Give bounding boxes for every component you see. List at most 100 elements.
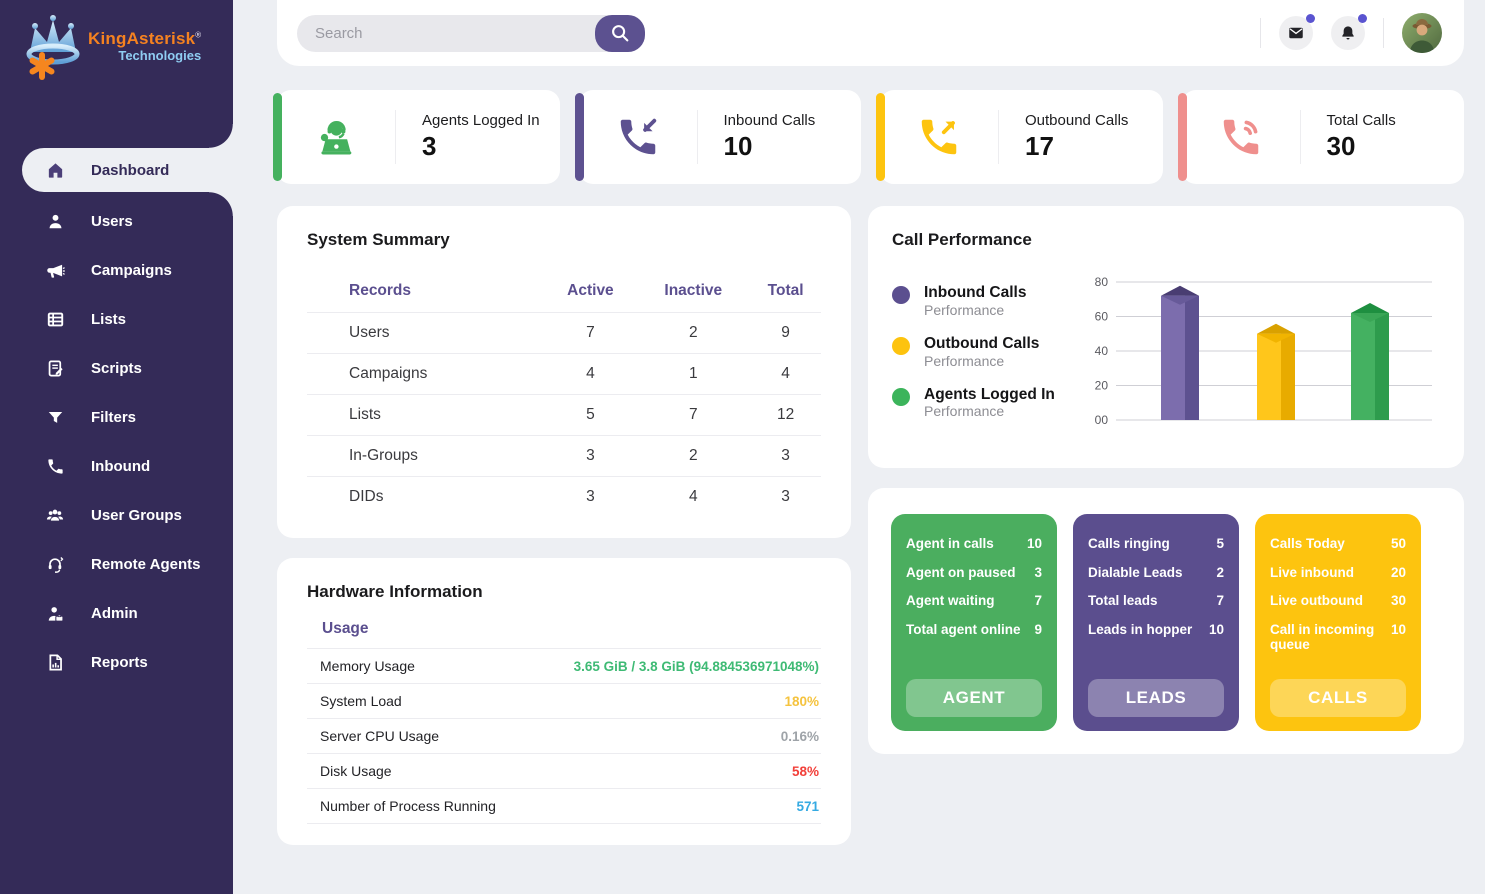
panel-row-value: 10 <box>1026 536 1042 551</box>
sidebar-item-user-groups[interactable]: User Groups <box>0 491 233 540</box>
system-summary-table: Records Active Inactive Total Users 7 2 9 Campa… <box>307 272 821 517</box>
search-icon <box>612 25 629 42</box>
people-icon <box>45 506 65 525</box>
dashboard-grid: System Summary Records Active Inactive Tota… <box>277 206 1464 845</box>
panel-row-label: Call in incoming queue <box>1270 621 1375 653</box>
sidebar-menu: Dashboard Users Campaigns Lists Scripts … <box>0 124 233 687</box>
record-value-cell: 9 <box>750 312 821 354</box>
divider <box>1299 110 1301 164</box>
sidebar-item-scripts[interactable]: Scripts <box>0 344 233 393</box>
sidebar-item-dashboard[interactable]: Dashboard <box>22 124 233 216</box>
chart-area: Inbound Calls Performance Outbound Calls… <box>892 270 1440 442</box>
hardware-label: Disk Usage <box>320 763 392 779</box>
phone-inbound-icon <box>579 114 697 160</box>
legend-item: Outbound Calls Performance <box>892 335 1080 369</box>
sidebar-item-label: Dashboard <box>91 161 170 179</box>
hardware-title: Hardware Information <box>307 582 483 601</box>
panel-row: Calls Today 50 <box>1270 536 1406 552</box>
hardware-row: System Load 180% <box>307 684 821 719</box>
stat-label: Agents Logged In <box>422 112 540 129</box>
leads-button[interactable]: LEADS <box>1088 679 1224 717</box>
panel-row-label: Live outbound <box>1270 593 1363 609</box>
sidebar-item-remote-agents[interactable]: Remote Agents <box>0 540 233 589</box>
script-icon <box>45 359 65 378</box>
stat-card-total-calls: Total Calls 30 <box>1177 90 1464 184</box>
record-name-cell: Users <box>307 312 545 354</box>
panel-row: Total agent online 9 <box>906 622 1042 638</box>
hardware-row: Server CPU Usage 0.16% <box>307 719 821 754</box>
user-icon <box>45 212 65 231</box>
panel-row-label: Dialable Leads <box>1088 564 1183 580</box>
main-content: Agents Logged In 3 Inbound Calls 10 Outb… <box>233 0 1485 894</box>
notification-dot <box>1306 14 1315 23</box>
stat-cards-row: Agents Logged In 3 Inbound Calls 10 Outb… <box>273 90 1464 184</box>
record-value-cell: 3 <box>750 476 821 517</box>
user-avatar[interactable] <box>1402 13 1442 53</box>
usage-section-label: Usage <box>322 620 369 637</box>
sidebar-item-label: Users <box>91 213 133 230</box>
sidebar-item-reports[interactable]: Reports <box>0 638 233 687</box>
stat-card-outbound-calls: Outbound Calls 17 <box>876 90 1163 184</box>
search-input[interactable] <box>297 14 645 52</box>
stat-accent-bar <box>574 93 584 181</box>
record-value-cell: 2 <box>636 435 751 477</box>
stat-value: 17 <box>1025 131 1054 161</box>
stat-card-agents-logged-in: Agents Logged In 3 <box>273 90 560 184</box>
sidebar-item-users[interactable]: Users <box>0 197 233 246</box>
phone-outbound-icon <box>880 114 998 160</box>
sidebar-item-admin[interactable]: Admin <box>0 589 233 638</box>
agent-button[interactable]: AGENT <box>906 679 1042 717</box>
registered-mark: ® <box>195 30 202 40</box>
divider <box>1383 18 1384 48</box>
record-value-cell: 7 <box>636 394 751 436</box>
notification-dot <box>1358 14 1367 23</box>
bar-inbound-calls <box>1161 285 1199 420</box>
sidebar-item-label: Admin <box>91 605 138 622</box>
topbar-actions <box>1260 13 1442 53</box>
sidebar-item-inbound[interactable]: Inbound <box>0 442 233 491</box>
stat-accent-bar <box>273 93 282 181</box>
sidebar-item-campaigns[interactable]: Campaigns <box>0 246 233 295</box>
hardware-information-card: Hardware Information Usage Memory Usage … <box>277 558 851 845</box>
panel-row-value: 10 <box>1390 621 1406 637</box>
status-panels: Agent in calls 10 Agent on paused 3 Agent … <box>891 514 1441 731</box>
sidebar-item-label: Lists <box>91 311 127 328</box>
record-value-cell: 3 <box>544 476 637 517</box>
panel-row-label: Calls Today <box>1270 536 1345 551</box>
calls-button[interactable]: CALLS <box>1270 679 1406 717</box>
search-button[interactable] <box>595 14 645 52</box>
hardware-label: Number of Process Running <box>320 798 496 814</box>
bar-agents-logged-in <box>1351 303 1389 420</box>
hardware-value: 58% <box>791 763 819 779</box>
stat-label: Outbound Calls <box>1025 112 1129 129</box>
hardware-label: System Load <box>320 693 402 709</box>
legend-text: Inbound Calls Performance <box>924 284 1026 318</box>
record-name-cell: DIDs <box>307 476 545 517</box>
sidebar-item-filters[interactable]: Filters <box>0 393 233 442</box>
record-value-cell: 4 <box>544 353 637 395</box>
hardware-label: Memory Usage <box>320 658 415 674</box>
phone-waves-icon <box>1182 114 1300 160</box>
stat-label: Inbound Calls <box>723 112 816 129</box>
hardware-rows: Memory Usage 3.65 GiB / 3.8 GiB (94.8845… <box>307 648 821 824</box>
headset-sync-icon <box>45 555 65 575</box>
notifications-button[interactable] <box>1331 14 1367 50</box>
sidebar-item-lists[interactable]: Lists <box>0 295 233 344</box>
stat-label: Total Calls <box>1326 112 1396 129</box>
panel-row-value: 5 <box>1216 536 1224 551</box>
system-summary-title: System Summary <box>307 230 450 249</box>
legend-label: Agents Logged In <box>924 385 1055 403</box>
divider <box>696 110 698 164</box>
legend-swatch <box>892 286 910 304</box>
panel-row-label: Agent in calls <box>906 536 994 551</box>
hardware-value: 0.16% <box>780 728 819 744</box>
sidebar-item-label: Reports <box>91 654 148 671</box>
table-icon <box>45 310 65 329</box>
legend-item: Inbound Calls Performance <box>892 284 1080 318</box>
sidebar-item-label: Remote Agents <box>91 556 201 573</box>
legend-sublabel: Performance <box>924 301 1005 318</box>
right-column: Call Performance Inbound Calls Performan… <box>868 206 1464 845</box>
hardware-value: 180% <box>784 693 819 709</box>
mail-button[interactable] <box>1279 14 1315 50</box>
